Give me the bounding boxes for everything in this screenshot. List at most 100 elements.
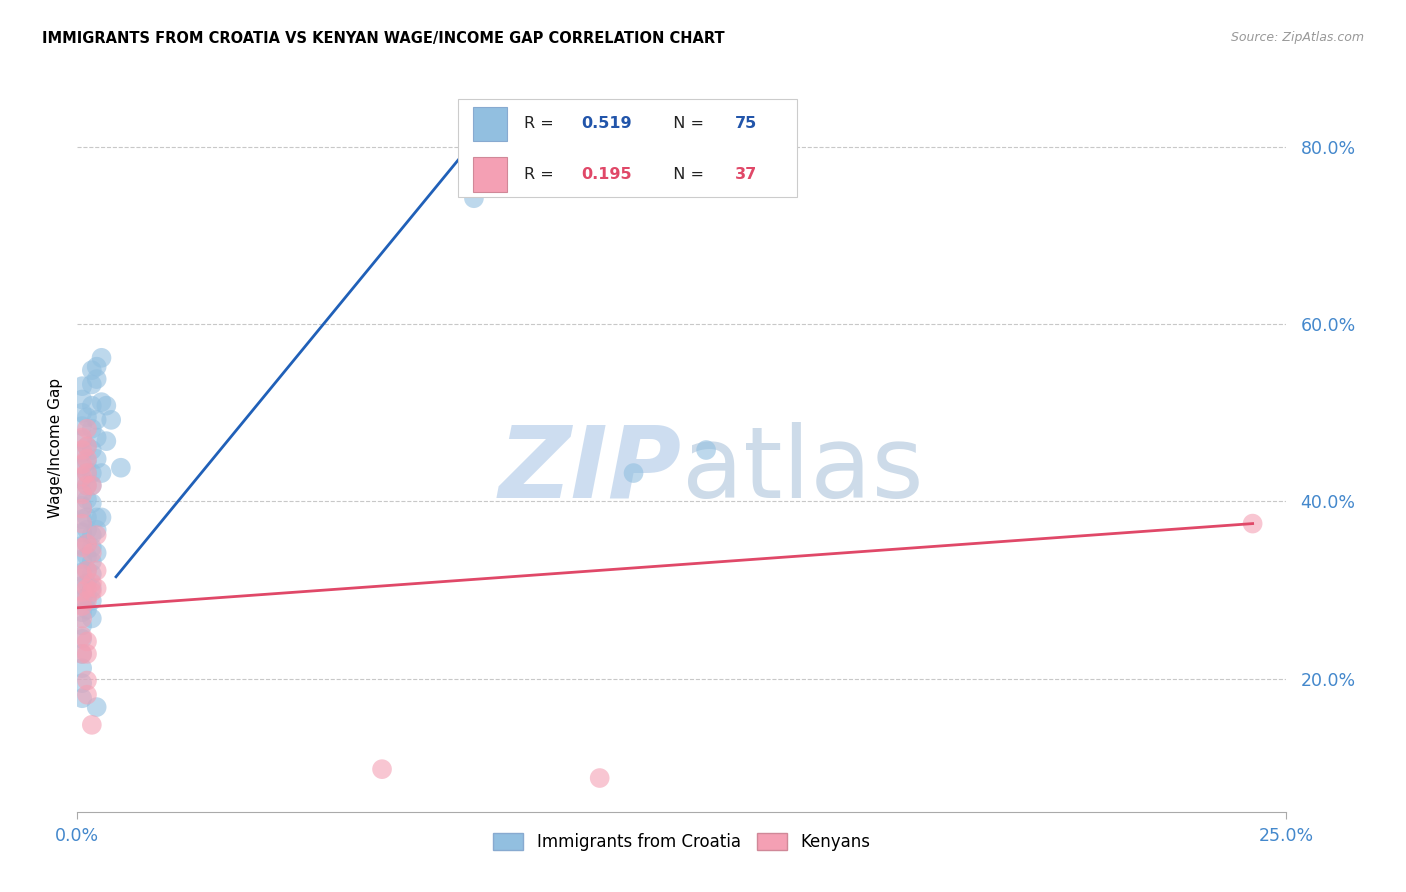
Point xyxy=(76,576,98,591)
Point xyxy=(371,762,394,776)
Point xyxy=(70,516,93,531)
Point xyxy=(86,700,108,714)
Point xyxy=(86,510,108,524)
Bar xyxy=(472,106,506,142)
Point xyxy=(80,567,103,582)
Point xyxy=(70,611,93,625)
Point xyxy=(76,523,98,537)
Point xyxy=(70,647,93,661)
Point xyxy=(70,457,93,471)
Point xyxy=(70,419,93,434)
Point xyxy=(80,585,103,599)
Point xyxy=(90,466,112,480)
Point xyxy=(70,445,93,459)
Point xyxy=(86,431,108,445)
Point xyxy=(70,392,93,407)
Text: Source: ZipAtlas.com: Source: ZipAtlas.com xyxy=(1230,31,1364,45)
Bar xyxy=(472,157,506,192)
Point xyxy=(70,552,93,566)
Point xyxy=(76,440,98,454)
Point xyxy=(76,590,98,604)
Point xyxy=(70,676,93,690)
Point xyxy=(80,478,103,492)
Point xyxy=(80,496,103,510)
Point xyxy=(70,469,93,483)
Point xyxy=(70,539,93,553)
Point xyxy=(86,413,108,427)
Point xyxy=(90,510,112,524)
Point xyxy=(80,541,103,555)
Point xyxy=(80,466,103,480)
Point xyxy=(86,451,108,466)
Point xyxy=(80,718,103,732)
Y-axis label: Wage/Income Gap: Wage/Income Gap xyxy=(48,378,63,518)
Point xyxy=(80,576,103,591)
Point xyxy=(70,487,93,501)
Point xyxy=(70,629,93,643)
Point xyxy=(70,579,93,593)
Point xyxy=(76,647,98,661)
Point xyxy=(76,549,98,564)
Point xyxy=(76,422,98,436)
Point xyxy=(76,593,98,607)
Point xyxy=(86,528,108,542)
Text: 0.519: 0.519 xyxy=(582,117,633,131)
Point xyxy=(70,691,93,706)
Point xyxy=(70,661,93,675)
Point xyxy=(96,399,118,413)
Point xyxy=(76,582,98,596)
Point xyxy=(76,602,98,616)
Point xyxy=(76,634,98,648)
Point xyxy=(86,523,108,537)
Text: 37: 37 xyxy=(735,167,758,182)
Point xyxy=(80,593,103,607)
Point xyxy=(70,525,93,540)
FancyBboxPatch shape xyxy=(458,99,797,197)
Point xyxy=(76,454,98,468)
Point xyxy=(80,363,103,377)
Point xyxy=(70,591,93,606)
Point xyxy=(76,466,98,480)
Point xyxy=(86,582,108,596)
Text: R =: R = xyxy=(523,117,558,131)
Point xyxy=(623,466,645,480)
Point xyxy=(70,406,93,420)
Point xyxy=(70,433,93,447)
Point xyxy=(76,440,98,454)
Point xyxy=(70,485,93,500)
Point xyxy=(76,673,98,688)
Point xyxy=(76,410,98,425)
Text: 0.195: 0.195 xyxy=(582,167,633,182)
Text: ZIP: ZIP xyxy=(499,422,682,518)
Point xyxy=(110,460,132,475)
Point xyxy=(70,647,93,661)
Point xyxy=(76,537,98,551)
Text: IMMIGRANTS FROM CROATIA VS KENYAN WAGE/INCOME GAP CORRELATION CHART: IMMIGRANTS FROM CROATIA VS KENYAN WAGE/I… xyxy=(42,31,725,46)
Point xyxy=(80,582,103,596)
Point xyxy=(70,458,93,473)
Point xyxy=(80,442,103,457)
Point xyxy=(589,771,612,785)
Point xyxy=(70,512,93,526)
Point xyxy=(80,478,103,492)
Point xyxy=(76,510,98,524)
Point xyxy=(76,466,98,480)
Point xyxy=(70,632,93,646)
Point xyxy=(86,359,108,374)
Text: atlas: atlas xyxy=(682,422,924,518)
Point xyxy=(76,537,98,551)
Point xyxy=(70,501,93,516)
Point xyxy=(96,434,118,449)
Point xyxy=(90,351,112,365)
Point xyxy=(70,499,93,513)
Point xyxy=(70,605,93,619)
Point xyxy=(76,478,98,492)
Point xyxy=(86,372,108,386)
Point xyxy=(90,395,112,409)
Point xyxy=(1241,516,1264,531)
Point xyxy=(76,478,98,492)
Text: N =: N = xyxy=(662,167,709,182)
Point xyxy=(70,541,93,555)
Text: N =: N = xyxy=(662,117,709,131)
Point xyxy=(70,566,93,580)
